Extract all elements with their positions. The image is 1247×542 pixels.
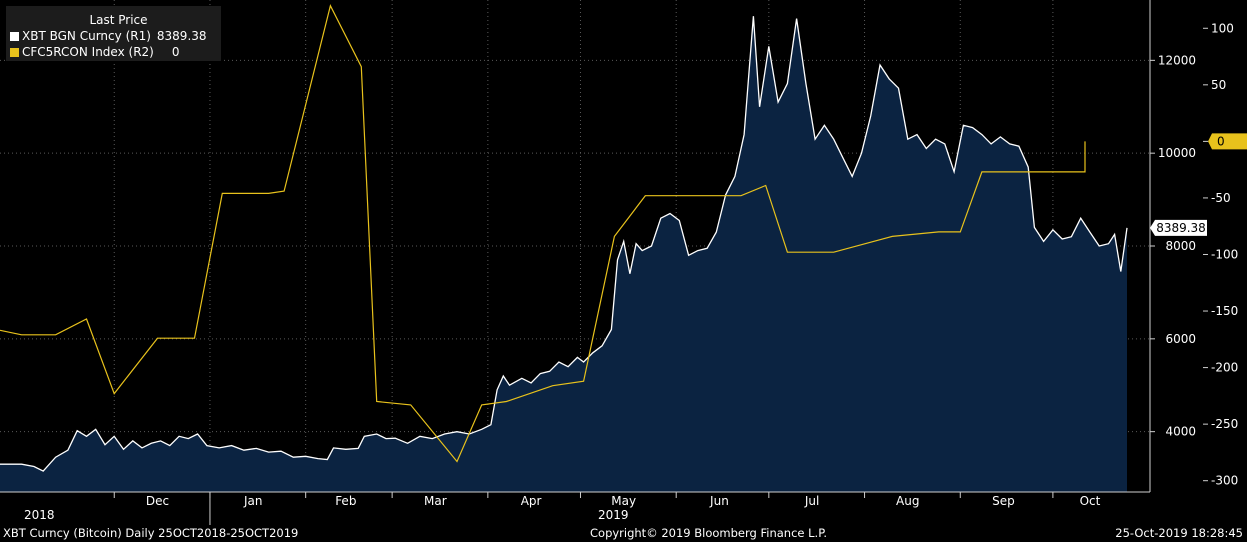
series-line-xbt xyxy=(0,16,1128,472)
x-tick-label: Oct xyxy=(1080,494,1101,508)
footer-bar: XBT Curncy (Bitcoin) Daily 25OCT2018-25O… xyxy=(0,525,1247,542)
axes: Dec Jan Feb Mar Apr May Jun Jul Aug Sep Oct 4000 600… xyxy=(0,0,1247,525)
r1-tick-label: 6000 xyxy=(1165,332,1196,346)
badge-text: 0 xyxy=(1217,134,1225,148)
legend-series-name: CFC5RCON Index xyxy=(22,45,125,59)
r2-tick-label: -200 xyxy=(1211,361,1238,375)
legend-series-axis: (R2) xyxy=(128,45,154,59)
year-label-2018: 2018 xyxy=(24,508,55,522)
x-tick-label: Jul xyxy=(804,494,819,508)
r2-tick-label: 100 xyxy=(1211,21,1234,35)
x-tick-label: Aug xyxy=(896,494,919,508)
x-tick-label: Feb xyxy=(335,494,356,508)
x-tick-label: Mar xyxy=(424,494,447,508)
last-value-badge-r1: 8389.38 xyxy=(1150,219,1207,236)
footer-copyright: Copyright© 2019 Bloomberg Finance L.P. xyxy=(590,526,827,540)
r2-tick-label: -100 xyxy=(1211,247,1238,261)
year-label-2019: 2019 xyxy=(598,508,629,522)
legend-header: Last Price xyxy=(89,13,148,27)
r2-tick-label: -150 xyxy=(1211,304,1238,318)
last-value-badge-r2: 0 xyxy=(1208,133,1247,150)
x-tick-label: May xyxy=(611,494,636,508)
legend-series-axis: (R1) xyxy=(125,29,151,43)
x-tick-label: Sep xyxy=(992,494,1015,508)
series-area-xbt xyxy=(0,16,1127,492)
r1-tick-label: 10000 xyxy=(1158,146,1196,160)
r2-tick-label: 50 xyxy=(1211,78,1226,92)
series-line-cfc5rcon xyxy=(0,3,1086,463)
badge-shape xyxy=(1150,219,1207,236)
r2-tick-label: -50 xyxy=(1211,191,1231,205)
legend-item-cfc5rcon[interactable]: CFC5RCON Index (R2) 0 xyxy=(6,44,221,60)
legend-swatch-white xyxy=(10,31,19,41)
x-tick-label: Jun xyxy=(709,494,729,508)
legend: Last Price XBT BGN Curncy (R1) 8389.38 C… xyxy=(6,6,221,61)
r1-tick-label: 8000 xyxy=(1165,239,1196,253)
legend-swatch-yellow xyxy=(10,47,19,57)
badge-shape xyxy=(1208,133,1247,150)
legend-series-value: 8389.38 xyxy=(156,29,207,43)
r2-tick-label: -300 xyxy=(1211,474,1238,488)
legend-item-xbt[interactable]: XBT BGN Curncy (R1) 8389.38 xyxy=(6,28,221,44)
footer-ticker-info: XBT Curncy (Bitcoin) Daily 25OCT2018-25O… xyxy=(3,526,299,540)
footer-timestamp: 25-Oct-2019 18:28:45 xyxy=(1115,526,1243,540)
x-tick-label: Dec xyxy=(146,494,169,508)
r2-tick-label: -250 xyxy=(1211,417,1238,431)
legend-series-name: XBT BGN Curncy xyxy=(22,29,122,43)
x-tick-label: Jan xyxy=(243,494,263,508)
r1-tick-label: 12000 xyxy=(1158,53,1196,67)
legend-series-value: 0 xyxy=(171,45,180,59)
r1-tick-label: 4000 xyxy=(1165,425,1196,439)
badge-text: 8389.38 xyxy=(1156,221,1206,235)
x-tick-label: Apr xyxy=(521,494,542,508)
series-layer xyxy=(0,3,1128,492)
